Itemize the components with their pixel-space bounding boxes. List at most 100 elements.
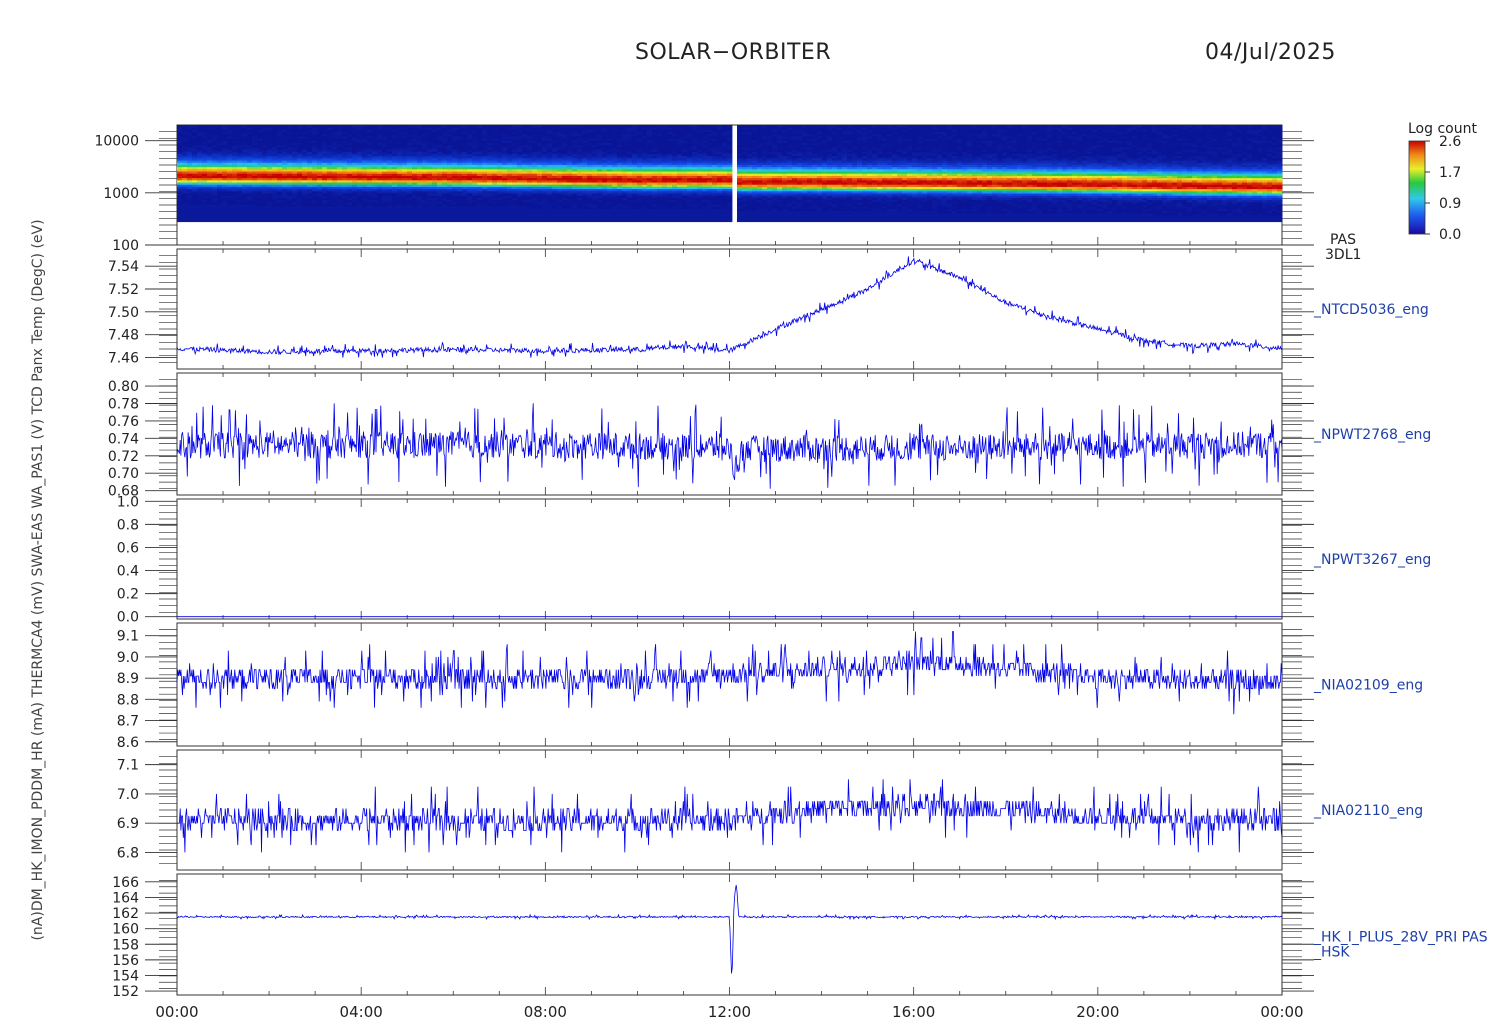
heatmap-cell: [552, 168, 558, 172]
heatmap-cell: [447, 140, 453, 143]
heatmap-cell: [442, 157, 448, 161]
heatmap-cell: [227, 151, 233, 154]
heatmap-cell: [457, 182, 463, 185]
heatmap-cell: [582, 195, 588, 198]
heatmap-cell: [182, 151, 188, 154]
heatmap-cell: [222, 175, 228, 179]
heatmap-cell: [262, 201, 268, 205]
heatmap-cell: [207, 125, 213, 128]
heatmap-cell: [302, 179, 308, 183]
heatmap-cell: [317, 177, 323, 181]
heatmap-cell: [322, 217, 328, 220]
heatmap-cell: [427, 146, 433, 150]
heatmap-cell: [192, 210, 198, 214]
heatmap-cell: [572, 131, 578, 135]
heatmap-cell: [252, 195, 258, 198]
heatmap-cell: [347, 197, 353, 201]
heatmap-cell: [572, 217, 578, 220]
heatmap-cell: [417, 190, 423, 194]
heatmap-cell: [332, 168, 338, 172]
heatmap-cell: [312, 135, 318, 139]
heatmap-cell: [582, 151, 588, 154]
heatmap-cell: [487, 179, 493, 183]
heatmap-cell: [572, 160, 578, 163]
heatmap-cell: [442, 208, 448, 212]
heatmap-cell: [442, 125, 448, 128]
heatmap-cell: [362, 212, 368, 216]
heatmap-cell: [442, 142, 448, 146]
heatmap-cell: [452, 204, 458, 207]
heatmap-cell: [467, 171, 473, 174]
heatmap-cell: [332, 138, 338, 141]
heatmap-cell: [422, 204, 428, 207]
heatmap-cell: [337, 199, 343, 203]
heatmap-cell: [222, 188, 228, 192]
heatmap-cell: [547, 197, 553, 201]
heatmap-cell: [462, 177, 468, 181]
heatmap-cell: [247, 142, 253, 146]
heatmap-cell: [487, 193, 493, 196]
heatmap-cell: [252, 166, 258, 170]
heatmap-cell: [387, 186, 393, 190]
heatmap-cell: [342, 212, 348, 216]
heatmap-cell: [312, 217, 318, 220]
heatmap-cell: [387, 177, 393, 181]
heatmap-cell: [582, 215, 588, 218]
heatmap-cell: [402, 131, 408, 135]
heatmap-cell: [387, 157, 393, 161]
heatmap-cell: [297, 182, 303, 185]
heatmap-cell: [517, 177, 523, 181]
heatmap-cell: [342, 173, 348, 176]
heatmap-cell: [422, 186, 428, 190]
heatmap-cell: [187, 197, 193, 201]
heatmap-cell: [217, 157, 223, 161]
heatmap-cell: [342, 164, 348, 168]
heatmap-cell: [197, 182, 203, 185]
heatmap-cell: [577, 125, 583, 128]
heatmap-cell: [387, 217, 393, 220]
heatmap-cell: [277, 210, 283, 214]
heatmap-cell: [452, 217, 458, 220]
heatmap-cell: [402, 133, 408, 137]
heatmap-cell: [317, 190, 323, 194]
heatmap-cell: [402, 182, 408, 185]
heatmap-cell: [427, 188, 433, 192]
heatmap-cell: [177, 142, 183, 146]
heatmap-cell: [187, 157, 193, 161]
heatmap-cell: [357, 144, 363, 148]
heatmap-cell: [427, 173, 433, 176]
heatmap-cell: [277, 184, 283, 187]
heatmap-cell: [552, 162, 558, 165]
heatmap-cell: [247, 149, 253, 152]
heatmap-cell: [262, 155, 268, 159]
heatmap-cell: [457, 184, 463, 187]
heatmap-cell: [382, 164, 388, 168]
heatmap-cell: [432, 188, 438, 192]
heatmap-cell: [317, 138, 323, 141]
heatmap-cell: [357, 125, 363, 128]
heatmap-cell: [197, 193, 203, 196]
heatmap-cell: [257, 131, 263, 135]
heatmap-cell: [502, 125, 508, 128]
heatmap-cell: [182, 166, 188, 170]
heatmap-cell: [457, 133, 463, 137]
heatmap-cell: [542, 208, 548, 212]
heatmap-cell: [302, 193, 308, 196]
heatmap-cell: [222, 208, 228, 212]
heatmap-cell: [527, 184, 533, 187]
heatmap-cell: [427, 157, 433, 161]
heatmap-cell: [427, 140, 433, 143]
heatmap-cell: [327, 201, 333, 205]
heatmap-cell: [402, 212, 408, 216]
heatmap-cell: [392, 173, 398, 176]
heatmap-cell: [362, 217, 368, 220]
heatmap-cell: [212, 157, 218, 161]
heatmap-cell: [307, 201, 313, 205]
heatmap-cell: [267, 197, 273, 201]
heatmap-cell: [247, 168, 253, 172]
heatmap-cell: [517, 204, 523, 207]
heatmap-cell: [377, 140, 383, 143]
heatmap-cell: [422, 135, 428, 139]
heatmap-cell: [307, 160, 313, 163]
heatmap-cell: [537, 160, 543, 163]
